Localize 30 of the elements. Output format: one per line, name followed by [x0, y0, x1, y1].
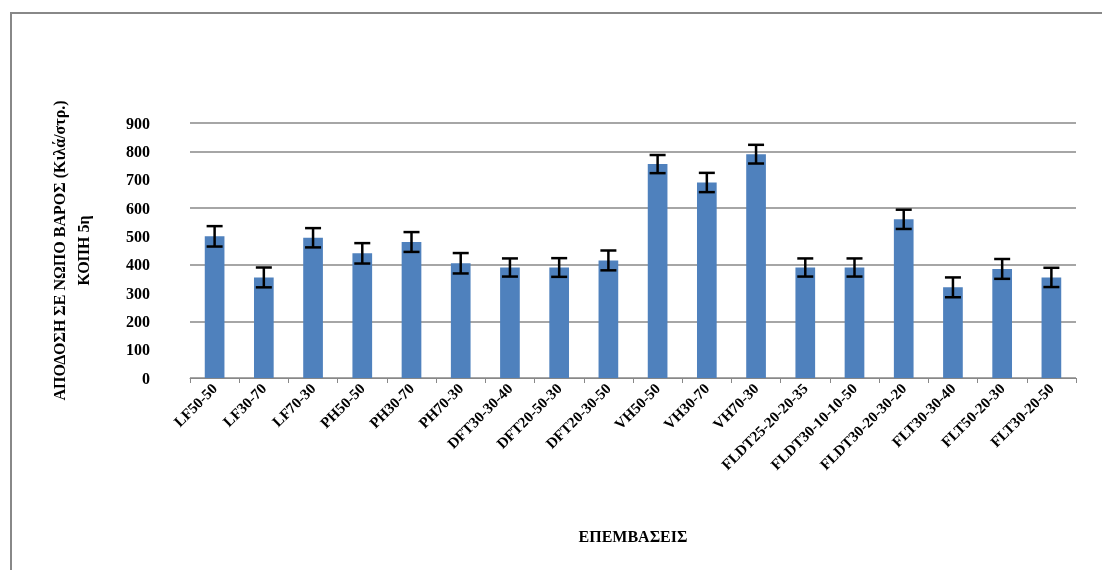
x-axis-title: ΕΠΕΜΒΑΣΕΙΣ [578, 527, 688, 545]
y-tick-label: 400 [126, 256, 150, 274]
y-tick-label: 600 [126, 199, 150, 217]
bar [204, 236, 225, 378]
bar [844, 267, 865, 378]
bar [647, 164, 668, 378]
bar [795, 267, 816, 378]
bar [352, 253, 373, 378]
bar [303, 237, 323, 378]
bar [598, 260, 619, 378]
bar [746, 154, 766, 378]
y-tick-label: 800 [126, 142, 150, 160]
bar [253, 277, 274, 378]
bar [696, 182, 717, 378]
y-axis-title: ΑΠΟΔΟΣΗ ΣΕ ΝΩΠΟ ΒΑΡΟΣ (Κιλά/στρ.) ΚΟΠΗ 5η [50, 100, 93, 401]
y-tick-label: 300 [126, 284, 150, 302]
y-tick-label: 700 [126, 171, 150, 189]
y-tick-label: 0 [142, 369, 150, 387]
bar [893, 219, 914, 378]
bar [549, 267, 570, 378]
y-tick-label: 100 [126, 341, 150, 359]
bar [1041, 277, 1062, 378]
y-tick-label: 900 [126, 114, 150, 132]
bar [401, 242, 422, 378]
bar [500, 267, 520, 378]
bar [943, 287, 963, 378]
bar [992, 268, 1013, 378]
bar [450, 263, 471, 378]
y-tick-label: 200 [126, 312, 150, 330]
y-tick-label: 500 [126, 227, 150, 245]
